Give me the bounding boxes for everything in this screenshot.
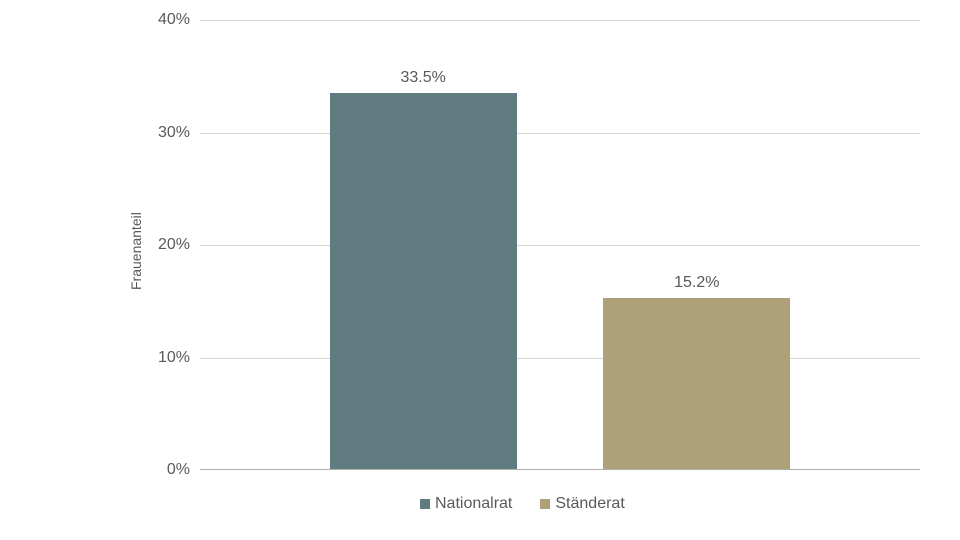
y-axis-label: Frauenanteil (128, 212, 144, 290)
y-tick-label: 20% (158, 236, 200, 254)
gridline (200, 133, 920, 134)
legend-item: Nationalrat (420, 495, 512, 513)
y-tick-label: 30% (158, 124, 200, 142)
legend-label: Nationalrat (435, 495, 512, 513)
legend-swatch (540, 499, 550, 509)
bar-chart: Frauenanteil 0% 10% 20% 30% 40% 33.5% 15.2% Na… (0, 0, 960, 540)
y-tick-label: 10% (158, 349, 200, 367)
plot-area: 0%10%20%30%40%33.5%15.2% (200, 20, 920, 470)
bar-ständerat: 15.2% (603, 298, 790, 469)
legend-item: Ständerat (540, 495, 624, 513)
gridline (200, 20, 920, 21)
bar-nationalrat: 33.5% (330, 93, 517, 469)
y-tick-label: 0% (167, 461, 200, 479)
gridline (200, 245, 920, 246)
gridline (200, 358, 920, 359)
legend: Nationalrat Ständerat (420, 495, 625, 513)
legend-label: Ständerat (555, 495, 624, 513)
y-tick-label: 40% (158, 11, 200, 29)
bar-value-label: 15.2% (674, 274, 719, 298)
legend-swatch (420, 499, 430, 509)
bar-value-label: 33.5% (401, 69, 446, 93)
